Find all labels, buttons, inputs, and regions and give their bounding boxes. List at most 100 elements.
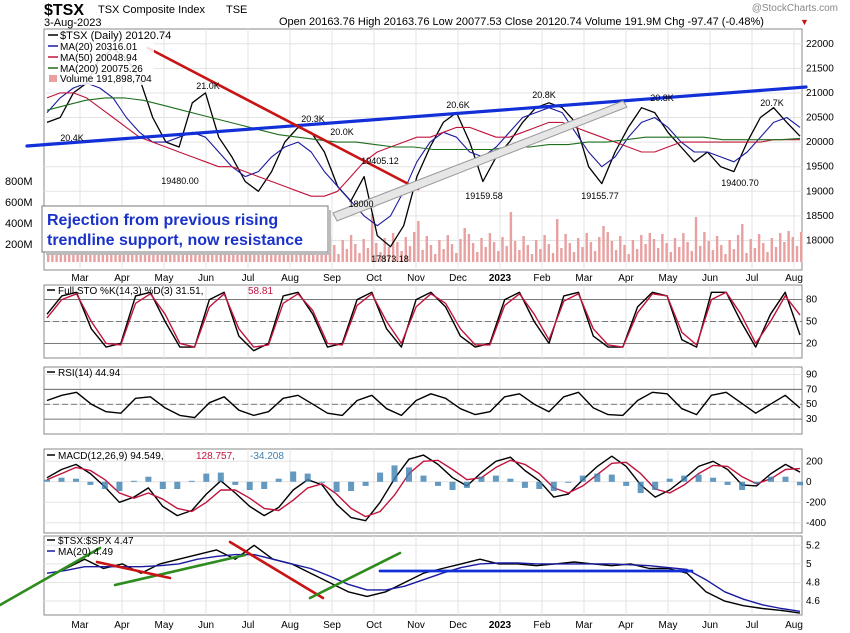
legend-ma20: MA(20) 20316.01 — [60, 42, 138, 53]
volume-bar — [442, 249, 444, 262]
volume-bar — [447, 235, 449, 262]
x-tick-label: 2023 — [489, 273, 512, 284]
volume-bar — [560, 248, 562, 262]
y-tick-label: 5 — [806, 559, 812, 570]
volume-bar — [628, 254, 630, 262]
macd-histogram-bar — [290, 472, 296, 482]
indicator-rsi — [47, 392, 800, 417]
volume-bar — [602, 226, 604, 262]
macd-histogram-bar — [145, 477, 151, 482]
volume-bar — [783, 242, 785, 262]
volume-bar — [543, 235, 545, 262]
volume-bar — [745, 253, 747, 262]
y-tick-label: 70 — [806, 384, 818, 395]
swing-label: 20.7K — [760, 98, 784, 108]
stockcharts-chart: $TSX TSX Composite Index TSE 3-Aug-2023 … — [0, 0, 850, 633]
y-tick-label: 4.6 — [806, 596, 820, 607]
volume-bar — [708, 241, 710, 262]
y-tick-label: 200 — [806, 456, 823, 467]
macd-histogram-bar — [59, 478, 65, 482]
volume-tick-label: 200M — [5, 239, 33, 251]
macd-histogram-bar — [334, 482, 340, 492]
volume-bar — [413, 232, 415, 262]
volume-bar — [501, 237, 503, 262]
macd-histogram-bar — [87, 482, 93, 485]
legend-volume: Volume 191,898,704 — [60, 74, 152, 85]
volume-bar — [619, 236, 621, 262]
x-tick-label: May — [659, 273, 678, 284]
y-tick-label: 5.2 — [806, 540, 820, 551]
volume-bar — [741, 224, 743, 262]
y-tick-label: 50 — [806, 317, 818, 328]
macd-legend: MACD(12,26,9) 94.549, 128.757, -34.208 — [47, 451, 284, 462]
ratio-legend: $TSX:$SPX 4.47 MA(20) 4.49 — [47, 536, 134, 558]
x-tick-label: Jul — [746, 273, 759, 284]
x-tick-label: Jul — [242, 620, 255, 631]
x-tick-label: Mar — [575, 620, 593, 631]
trendlines — [0, 48, 806, 605]
volume-bar — [615, 250, 617, 262]
volume-bar — [426, 236, 428, 262]
y-tick-label: 4.8 — [806, 577, 820, 588]
y-tick-label: 22000 — [806, 39, 834, 50]
macd-histogram-bar — [493, 476, 499, 482]
macd-histogram-bar — [44, 480, 50, 482]
volume-bar — [640, 235, 642, 262]
macd-histogram-bar — [421, 476, 427, 482]
volume-bar — [766, 252, 768, 262]
volume-bar — [480, 238, 482, 262]
macd-histogram-bar — [580, 476, 586, 482]
macd-histogram-bar — [739, 482, 745, 490]
volume-bar — [451, 244, 453, 262]
y-tick-label: 20 — [806, 338, 818, 349]
x-tick-label: May — [155, 273, 174, 284]
y-tick-label: 21500 — [806, 63, 834, 74]
volume-bar — [779, 233, 781, 262]
y-tick-label: 21000 — [806, 88, 834, 99]
x-tick-label: Feb — [533, 273, 551, 284]
macd-histogram-bar — [174, 482, 180, 489]
volume-bar — [771, 238, 773, 262]
macd-histogram-bar — [507, 479, 513, 482]
volume-bar — [476, 252, 478, 262]
y-tick-label: 90 — [806, 369, 818, 380]
volume-bar — [438, 240, 440, 262]
price-legend: $TSX (Daily) 20120.74 MA(20) 20316.01 MA… — [46, 30, 171, 85]
y-tick-label: 80 — [806, 295, 818, 306]
y-tick-label: 19000 — [806, 186, 834, 197]
ratio-decline-2 — [230, 542, 323, 598]
x-tick-label: Oct — [366, 620, 382, 631]
volume-bar — [472, 243, 474, 262]
x-tick-label: Sep — [323, 273, 341, 284]
macd-histogram-bar — [681, 476, 687, 482]
x-tick-label: Dec — [449, 620, 467, 631]
macd-histogram-bar — [609, 475, 615, 482]
macd-histogram-bar — [319, 482, 325, 483]
swing-label: 19405.12 — [361, 156, 399, 166]
volume-bar — [632, 240, 634, 262]
volume-bar — [720, 245, 722, 262]
macd-histogram-bar — [276, 479, 282, 482]
macd-histogram-bar — [478, 477, 484, 482]
macd-histogram-bar — [363, 482, 369, 486]
volume-bar — [569, 243, 571, 262]
macd-histogram-bar — [565, 482, 571, 483]
volume-bar — [337, 254, 339, 262]
volume-bar — [573, 252, 575, 262]
volume-bar — [506, 246, 508, 262]
volume-bar — [729, 240, 731, 262]
x-tick-label: May — [155, 620, 174, 631]
watermark: @StockCharts.com — [752, 3, 838, 14]
y-tick-label: 20500 — [806, 113, 834, 124]
volume-bar — [653, 239, 655, 262]
macd-histogram-bar — [768, 477, 774, 482]
y-tick-label: 0 — [806, 477, 812, 488]
change-down-icon: ▼ — [800, 17, 809, 27]
macd-hist-value: -34.208 — [250, 451, 284, 462]
volume-bar — [459, 239, 461, 262]
macd-histogram-bar — [536, 482, 542, 489]
volume-bar — [775, 247, 777, 262]
volume-bar — [409, 246, 411, 262]
volume-bar — [691, 251, 693, 262]
macd-histogram-bar — [450, 482, 456, 490]
